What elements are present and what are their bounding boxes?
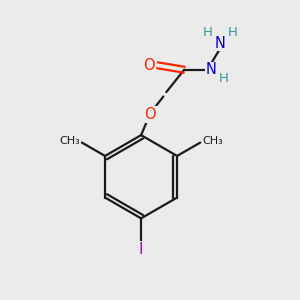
Text: CH₃: CH₃ bbox=[59, 136, 80, 146]
Text: H: H bbox=[218, 72, 228, 85]
Text: H: H bbox=[227, 26, 237, 38]
Text: O: O bbox=[144, 107, 156, 122]
Text: H: H bbox=[202, 26, 212, 38]
Text: N: N bbox=[214, 35, 225, 50]
Text: O: O bbox=[143, 58, 155, 73]
Text: N: N bbox=[206, 62, 217, 77]
Text: I: I bbox=[139, 242, 143, 257]
Text: CH₃: CH₃ bbox=[202, 136, 223, 146]
